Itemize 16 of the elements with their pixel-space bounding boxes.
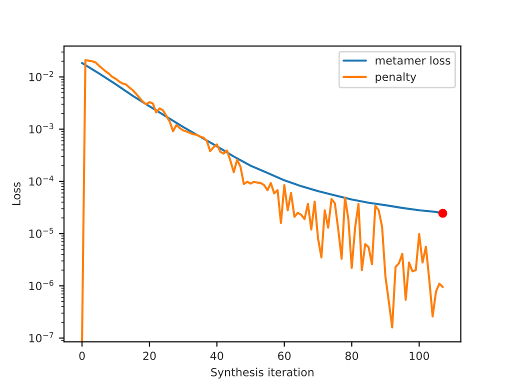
x-tick-label: 0: [79, 352, 85, 360]
x-tick-label: 20: [143, 352, 156, 360]
y-tick-label: 10$^{−3}$: [29, 123, 54, 134]
x-tick-label: 40: [210, 352, 224, 360]
x-tick-label: 80: [345, 352, 358, 360]
x-tick-label: 60: [278, 352, 291, 360]
x-tick-label: 100: [410, 352, 430, 360]
y-tick-label: 10$^{−6}$: [29, 280, 54, 290]
y-tick-label: 10$^{−2}$: [29, 71, 54, 82]
x-axis-title: Synthesis iteration: [211, 368, 314, 379]
y-axis-title: Loss: [12, 182, 20, 206]
legend-label: metamer loss: [376, 56, 450, 65]
legend-label: penalty: [376, 72, 416, 84]
y-tick-label: 10$^{−4}$: [29, 176, 54, 186]
y-tick-label: 10$^{−5}$: [29, 228, 54, 238]
y-tick-label: 10$^{−7}$: [29, 332, 54, 342]
